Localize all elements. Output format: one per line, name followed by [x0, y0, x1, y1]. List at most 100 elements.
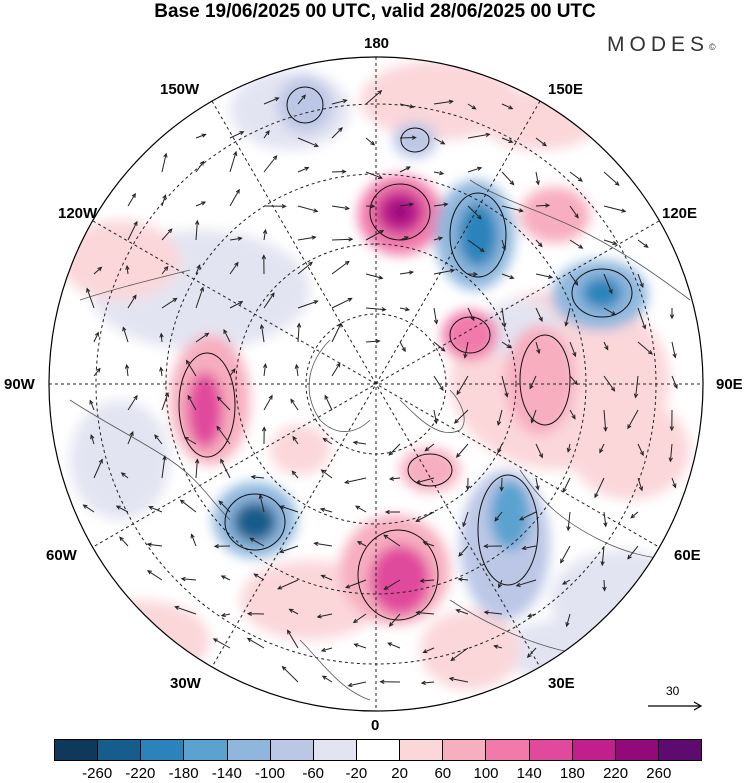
wind-vector: [147, 543, 163, 547]
wind-vector: [93, 459, 103, 479]
wind-vector: [433, 269, 455, 275]
wind-vector-head: [98, 458, 103, 464]
wind-vector-head: [449, 268, 456, 273]
wind-vector-head: [578, 244, 584, 249]
wind-vector: [229, 368, 236, 377]
wind-vector-head: [377, 90, 383, 95]
wind-vector: [601, 545, 605, 566]
wind-vector: [127, 221, 138, 241]
wind-vector-head: [304, 166, 310, 171]
wind-vector-head: [457, 577, 463, 582]
wind-vector: [195, 265, 201, 275]
wind-vector: [420, 579, 435, 582]
wind-vector: [365, 340, 380, 343]
wind-vector: [464, 341, 469, 358]
wind-vector: [291, 470, 299, 479]
wind-vector-head: [301, 94, 306, 100]
wind-vector-head: [164, 392, 169, 398]
wind-vector-head: [231, 368, 236, 374]
wind-vector-head: [288, 608, 294, 613]
wind-vector-head: [253, 573, 259, 578]
wind-vector-head: [129, 431, 134, 437]
wind-vector-head: [401, 347, 406, 353]
wind-vector: [424, 443, 435, 452]
wind-vector: [229, 151, 237, 173]
wind-vector: [186, 360, 197, 377]
wind-vector: [93, 267, 102, 275]
wind-vector: [365, 230, 384, 241]
lon-label-180: 180: [364, 35, 390, 52]
wind-vector: [160, 333, 163, 343]
wind-vector: [116, 505, 129, 513]
brand-mark: ©: [709, 42, 716, 52]
wind-vector-head: [348, 237, 354, 242]
wind-vector-head: [162, 455, 167, 461]
wind-vector: [324, 395, 333, 411]
wind-vector: [331, 205, 349, 210]
colorbar-tick-label: -100: [254, 765, 286, 782]
wind-vector-head: [565, 622, 570, 628]
wind-vector: [603, 579, 606, 591]
wind-vector: [83, 504, 95, 513]
wind-vector: [383, 534, 401, 547]
wind-vector: [635, 375, 639, 398]
lon-label-150w: 150W: [160, 81, 200, 98]
wind-vector: [535, 239, 543, 247]
wind-vector: [501, 103, 513, 110]
wind-vector-head: [415, 610, 421, 616]
wind-vector-head: [509, 180, 515, 186]
wind-vector: [535, 443, 543, 458]
colorbar-tick-label: -220: [125, 765, 156, 782]
wind-vector: [90, 435, 95, 445]
wind-vector-head: [518, 516, 524, 521]
wind-vector: [331, 363, 341, 377]
wind-vector: [322, 675, 333, 683]
wind-vector-head: [246, 611, 252, 616]
wind-vector-head: [196, 264, 201, 270]
wind-vector: [365, 171, 383, 179]
wind-vector-head: [347, 297, 353, 302]
wind-vector-head: [473, 271, 479, 277]
wind-vector: [295, 364, 299, 377]
wind-vector-head: [639, 451, 644, 457]
wind-vector-head: [313, 142, 319, 147]
colorbar-tick-label: 180: [559, 765, 585, 782]
wind-vector-head: [669, 426, 675, 432]
wind-vector-head: [562, 580, 568, 585]
wind-vector-head: [403, 236, 410, 241]
wind-vector-head: [545, 203, 551, 208]
wind-vector-head: [259, 323, 265, 329]
brand-logo: MODES©: [607, 33, 716, 57]
wind-vector: [671, 341, 676, 358]
wind-vector: [467, 239, 485, 252]
wind-vector-head: [237, 236, 243, 241]
wind-vector: [251, 476, 265, 479]
wind-vector-head: [201, 133, 207, 138]
wind-vector-head: [119, 536, 124, 542]
wind-vector-head: [172, 297, 178, 303]
wind-vector-head: [379, 230, 385, 235]
wind-vector-head: [603, 522, 608, 528]
colorbar-swatch: [97, 740, 141, 760]
wind-vector-head: [672, 483, 677, 489]
wind-vector-head: [603, 426, 608, 432]
wind-vector: [399, 341, 406, 352]
wind-vector-head: [377, 174, 384, 179]
wind-vector-head: [599, 448, 604, 454]
wind-vector-head: [422, 541, 428, 546]
wind-vector-head: [571, 414, 576, 420]
wind-vector: [365, 137, 375, 146]
colorbar-swatch: [399, 740, 443, 760]
wind-vector-head: [308, 261, 313, 267]
brand-name: MODES: [607, 33, 710, 56]
wind-vector-head: [560, 558, 565, 564]
wind-vector-head: [132, 294, 137, 300]
wind-vector-head: [384, 509, 390, 515]
wind-vector-head: [131, 192, 136, 198]
wind-vector-head: [526, 613, 533, 618]
wind-vector: [423, 541, 435, 547]
wind-vector: [220, 459, 231, 479]
wind-vector: [458, 578, 469, 581]
wind-vector: [603, 307, 616, 316]
colorbar-tick-label: 220: [603, 765, 629, 782]
